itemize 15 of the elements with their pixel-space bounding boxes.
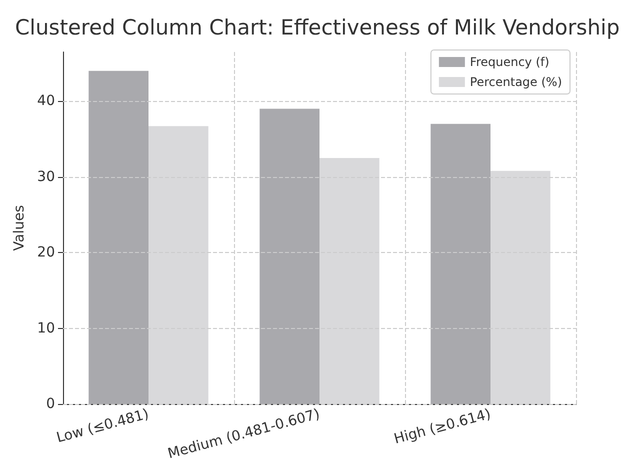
y-tick-label: 0 xyxy=(46,396,55,412)
y-tick-label: 10 xyxy=(37,320,55,336)
y-tick-label: 30 xyxy=(37,168,55,185)
legend-label: Percentage (%) xyxy=(470,75,562,89)
y-tick-label: 40 xyxy=(37,93,55,110)
bar xyxy=(490,170,550,404)
legend-label: Frequency (f) xyxy=(470,55,550,69)
bar xyxy=(320,158,380,404)
bar xyxy=(260,108,320,404)
chart-title: Clustered Column Chart: Effectiveness of Milk Vendorship xyxy=(15,16,620,40)
y-tick-label: 20 xyxy=(37,244,55,261)
bar xyxy=(148,126,208,404)
bar xyxy=(430,124,490,404)
bar xyxy=(88,70,148,404)
y-axis-title: Values xyxy=(11,205,28,251)
